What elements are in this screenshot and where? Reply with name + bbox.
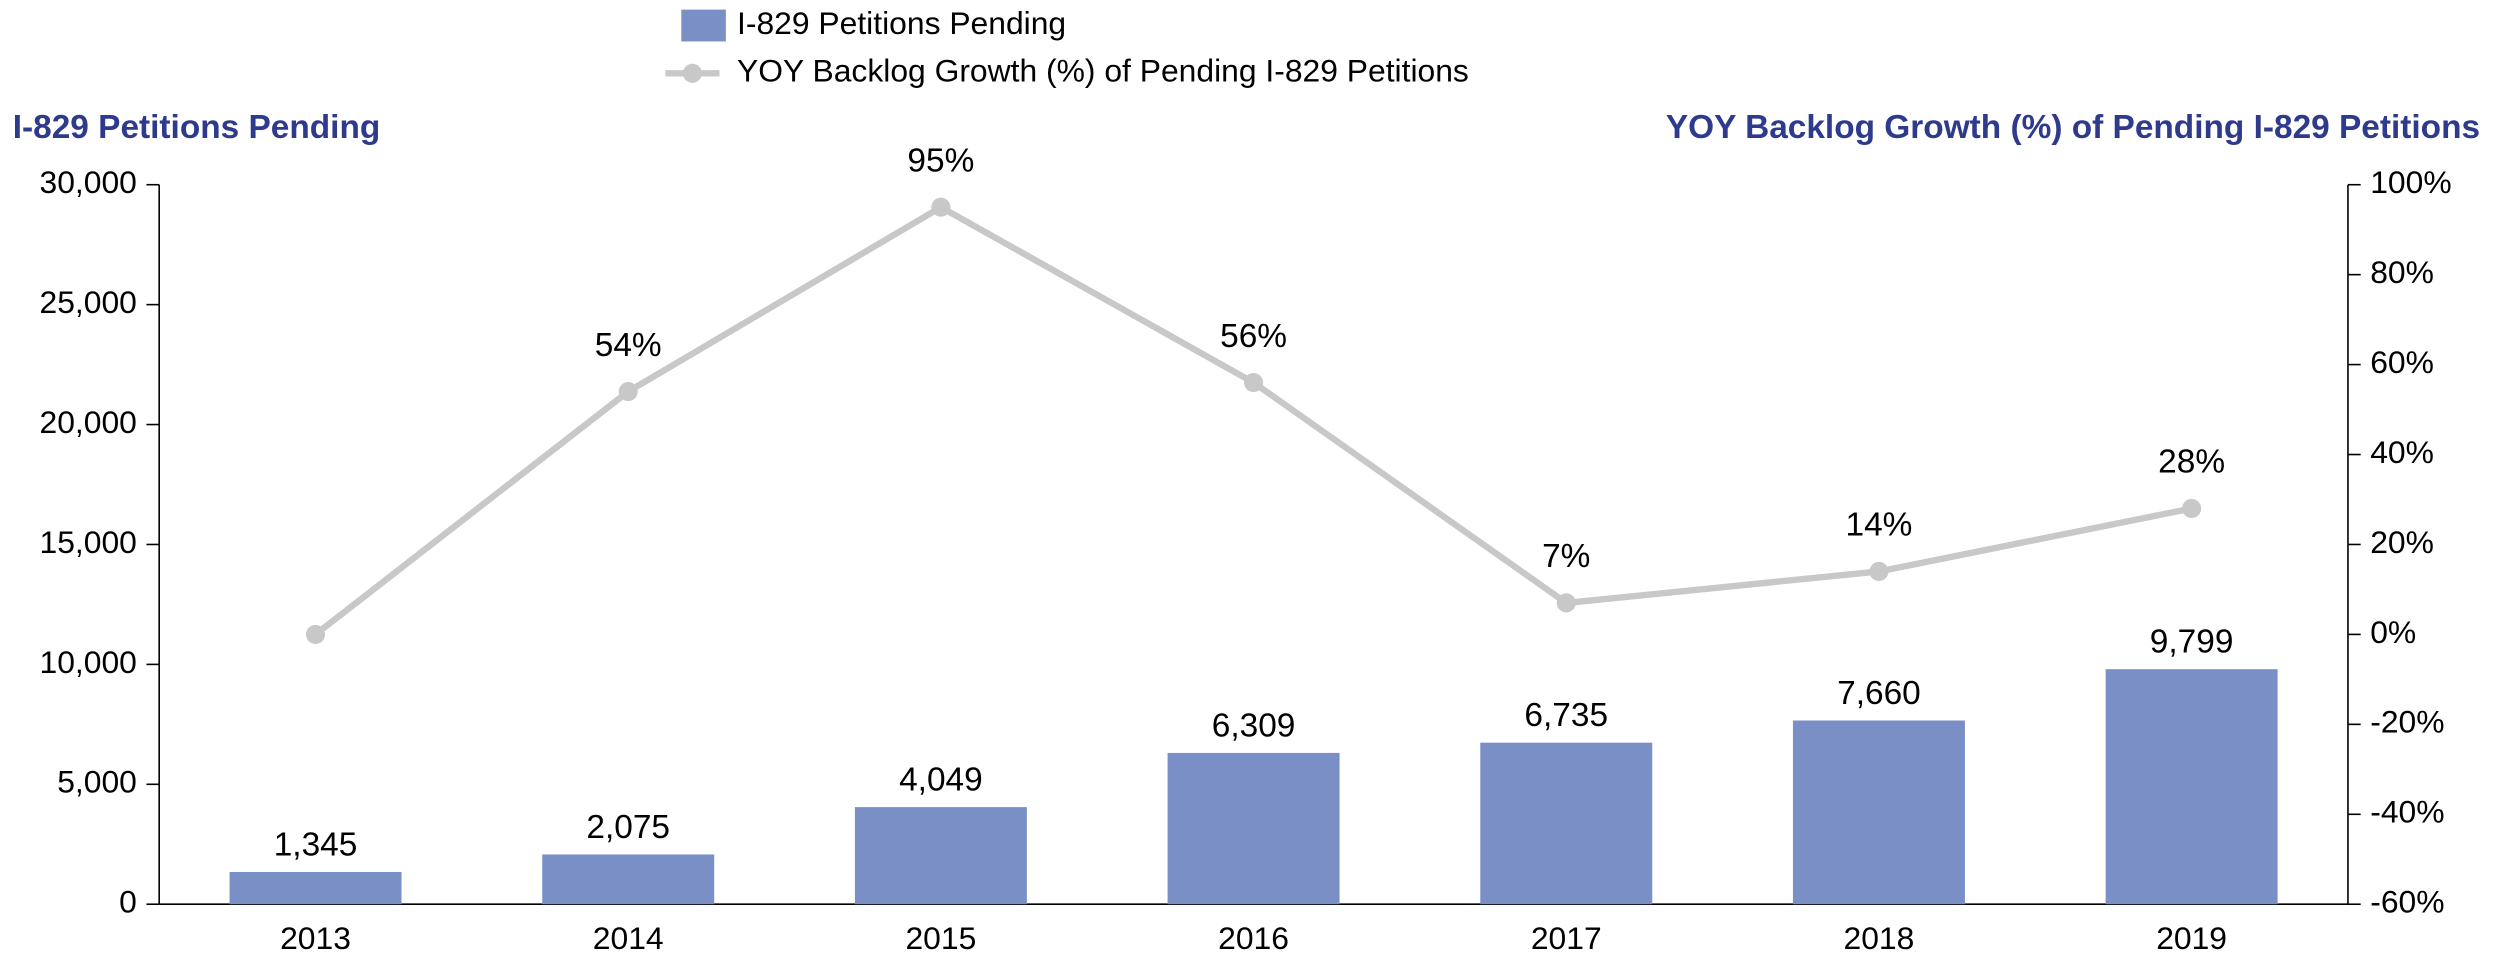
y-tick-label: 15,000 [40, 524, 137, 560]
bar [1792, 720, 1965, 905]
legend-label: I-829 Petitions Pending [737, 5, 1066, 41]
data-label: 2,075 [586, 809, 670, 846]
bar [854, 807, 1027, 905]
data-label: 7% [1542, 538, 1590, 575]
y-tick-label: 25,000 [40, 284, 137, 320]
x-tick-label: 2016 [1218, 920, 1289, 956]
y-tick-label: 20,000 [40, 404, 137, 440]
legend-label: YOY Backlog Growth (%) of Pending I-829 … [737, 53, 1469, 89]
x-tick-label: 2018 [1844, 920, 1915, 956]
y2-tick-label: 100% [2370, 164, 2451, 200]
point [1244, 373, 1264, 393]
bar [542, 854, 715, 905]
x-tick-label: 2015 [905, 920, 976, 956]
bar [1480, 742, 1653, 905]
bar [1167, 752, 1340, 905]
data-label: 14% [1845, 507, 1912, 544]
data-label: 28% [2158, 444, 2225, 481]
bar [2105, 669, 2278, 905]
x-tick-label: 2019 [2156, 920, 2227, 956]
y-tick-label: 0 [119, 884, 137, 920]
y2-tick-label: -60% [2370, 884, 2444, 920]
legend-marker [682, 63, 702, 83]
data-label: 56% [1220, 318, 1287, 355]
x-tick-label: 2013 [280, 920, 351, 956]
data-label: 4,049 [899, 761, 983, 798]
data-label: 54% [595, 327, 662, 364]
data-label: 1,345 [274, 826, 358, 863]
data-label: 6,735 [1524, 697, 1608, 734]
data-label: 7,660 [1837, 675, 1921, 712]
y-tick-label: 5,000 [57, 764, 137, 800]
data-label: 95% [907, 142, 974, 179]
legend-swatch [681, 9, 726, 42]
y2-tick-label: 0% [2370, 614, 2416, 650]
data-label: 6,309 [1212, 707, 1296, 744]
x-tick-label: 2014 [593, 920, 664, 956]
y-tick-label: 10,000 [40, 644, 137, 680]
y-axis-title: I-829 Petitions Pending [13, 109, 381, 146]
y2-tick-label: 40% [2370, 434, 2434, 470]
line [313, 203, 2193, 637]
y2-tick-label: -20% [2370, 704, 2444, 740]
point [618, 382, 638, 402]
y2-tick-label: -40% [2370, 794, 2444, 830]
y2-tick-label: 20% [2370, 524, 2434, 560]
bar [229, 871, 402, 905]
point [2182, 498, 2202, 519]
point [1869, 561, 1889, 582]
data-label: 9,799 [2150, 624, 2234, 661]
x-tick-label: 2017 [1531, 920, 1602, 956]
point [1556, 593, 1576, 613]
point [931, 197, 951, 217]
y2-tick-label: 80% [2370, 254, 2434, 290]
y2-axis-title: YOY Backlog Growth (%) of Pending I-829 … [1666, 109, 2480, 146]
y2-tick-label: 60% [2370, 344, 2434, 380]
point [305, 624, 326, 644]
y-tick-label: 30,000 [40, 164, 137, 200]
